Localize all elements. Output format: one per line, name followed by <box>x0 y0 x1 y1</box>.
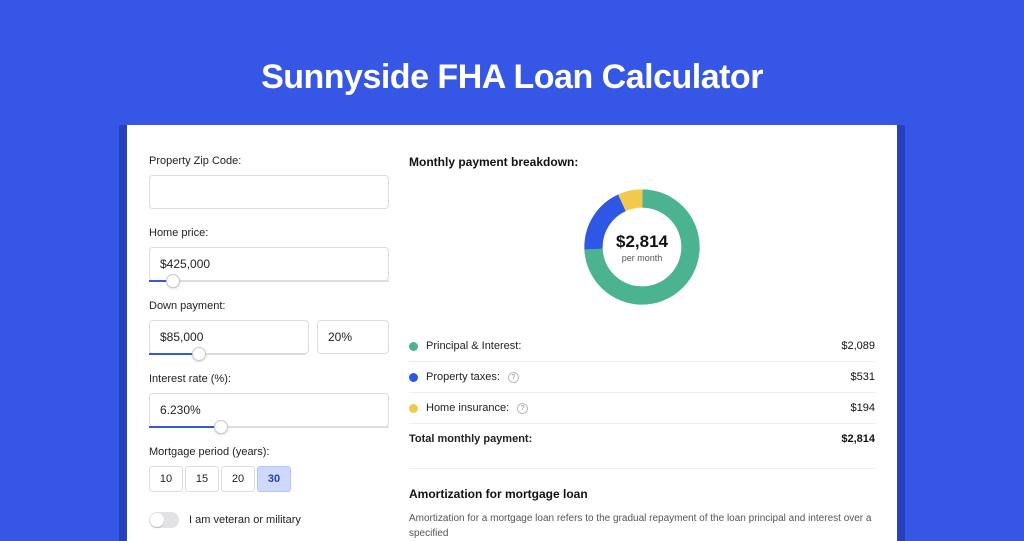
legend-label-principal: Principal & Interest: <box>426 340 521 352</box>
legend-row-total: Total monthly payment: $2,814 <box>409 423 875 454</box>
legend-label-taxes: Property taxes: <box>426 371 500 383</box>
amortization-title: Amortization for mortgage loan <box>409 487 875 501</box>
legend-value-taxes: $531 <box>851 371 875 383</box>
interest-field: Interest rate (%): <box>149 373 389 428</box>
calculator-card: Property Zip Code: Home price: Down paym… <box>127 125 897 541</box>
page-root: Sunnyside FHA Loan Calculator Property Z… <box>0 0 1024 512</box>
period-option-15[interactable]: 15 <box>185 466 219 492</box>
legend-row-principal: Principal & Interest: $2,089 <box>409 331 875 361</box>
dot-taxes <box>409 373 418 382</box>
legend-value-total: $2,814 <box>841 433 875 445</box>
info-icon[interactable]: ? <box>508 372 519 383</box>
zip-label: Property Zip Code: <box>149 155 389 167</box>
down-payment-slider-thumb[interactable] <box>192 347 206 361</box>
down-payment-field: Down payment: <box>149 300 389 355</box>
amortization-body: Amortization for a mortgage loan refers … <box>409 511 875 541</box>
interest-slider-thumb[interactable] <box>214 420 228 434</box>
period-field: Mortgage period (years): 10 15 20 30 <box>149 446 389 492</box>
home-price-input[interactable] <box>149 247 389 281</box>
donut-amount: $2,814 <box>616 232 668 252</box>
dot-principal <box>409 342 418 351</box>
veteran-row: I am veteran or military <box>149 512 389 528</box>
home-price-label: Home price: <box>149 227 389 239</box>
donut-center: $2,814 per month <box>578 183 706 311</box>
home-price-slider[interactable] <box>149 280 389 282</box>
legend: Principal & Interest: $2,089 Property ta… <box>409 331 875 454</box>
breakdown-title: Monthly payment breakdown: <box>409 155 875 169</box>
down-payment-label: Down payment: <box>149 300 389 312</box>
veteran-label: I am veteran or military <box>189 514 301 526</box>
period-option-30[interactable]: 30 <box>257 466 291 492</box>
page-title: Sunnyside FHA Loan Calculator <box>261 58 763 97</box>
legend-label-insurance: Home insurance: <box>426 402 509 414</box>
form-column: Property Zip Code: Home price: Down paym… <box>149 155 389 541</box>
interest-input[interactable] <box>149 393 389 427</box>
zip-input[interactable] <box>149 175 389 209</box>
payment-donut-chart: $2,814 per month <box>578 183 706 311</box>
legend-value-principal: $2,089 <box>841 340 875 352</box>
legend-row-insurance: Home insurance: ? $194 <box>409 392 875 423</box>
legend-label-total: Total monthly payment: <box>409 433 532 445</box>
card-shadow: Property Zip Code: Home price: Down paym… <box>119 125 905 541</box>
interest-label: Interest rate (%): <box>149 373 389 385</box>
down-payment-amount-input[interactable] <box>149 320 309 354</box>
zip-field: Property Zip Code: <box>149 155 389 209</box>
donut-sub: per month <box>622 253 663 263</box>
amortization-section: Amortization for mortgage loan Amortizat… <box>409 468 875 541</box>
interest-slider[interactable] <box>149 426 389 428</box>
down-payment-slider[interactable] <box>149 353 306 355</box>
period-options: 10 15 20 30 <box>149 466 389 492</box>
veteran-toggle[interactable] <box>149 512 179 528</box>
home-price-slider-thumb[interactable] <box>166 274 180 288</box>
period-label: Mortgage period (years): <box>149 446 389 458</box>
breakdown-column: Monthly payment breakdown: $2,814 per mo… <box>409 155 875 541</box>
period-option-10[interactable]: 10 <box>149 466 183 492</box>
down-payment-percent-input[interactable] <box>317 320 389 354</box>
donut-wrap: $2,814 per month <box>409 183 875 311</box>
period-option-20[interactable]: 20 <box>221 466 255 492</box>
home-price-field: Home price: <box>149 227 389 282</box>
veteran-toggle-knob <box>150 513 164 527</box>
legend-value-insurance: $194 <box>851 402 875 414</box>
dot-insurance <box>409 404 418 413</box>
legend-row-taxes: Property taxes: ? $531 <box>409 361 875 392</box>
info-icon[interactable]: ? <box>517 403 528 414</box>
